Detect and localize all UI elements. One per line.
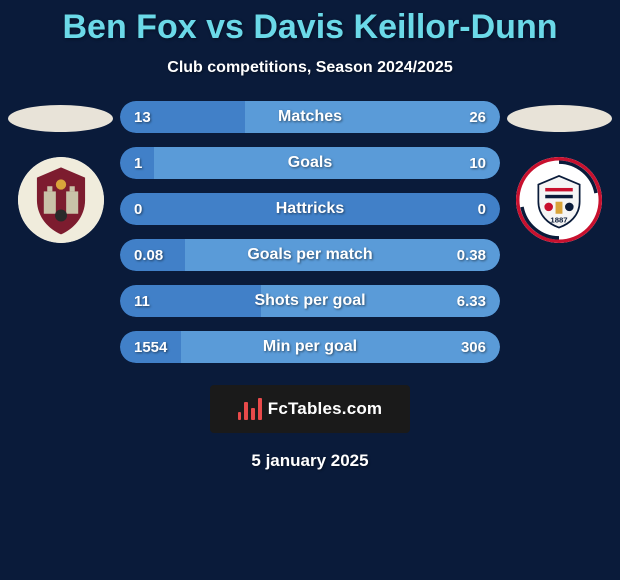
- stat-bars: 13Matches26 1Goals10 0Hattricks0 0.08Goals …: [120, 101, 500, 363]
- stat-value-right: 0: [478, 201, 486, 218]
- stat-row: 0Hattricks0: [120, 193, 500, 225]
- stat-row: 1Goals10: [120, 147, 500, 179]
- page-title: Ben Fox vs Davis Keillor-Dunn: [0, 8, 620, 47]
- stat-row: 13Matches26: [120, 101, 500, 133]
- stat-value-right: 306: [461, 339, 486, 356]
- stat-label: Matches: [120, 108, 500, 126]
- date-text: 5 january 2025: [0, 451, 620, 471]
- chart-bars-icon: [238, 398, 262, 420]
- club-crest-left: [18, 157, 104, 243]
- stat-value-right: 26: [469, 109, 486, 126]
- comparison-infographic: Ben Fox vs Davis Keillor-Dunn Club compe…: [0, 0, 620, 580]
- stat-value-right: 10: [469, 155, 486, 172]
- subtitle: Club competitions, Season 2024/2025: [0, 59, 620, 77]
- stat-row: 1554Min per goal306: [120, 331, 500, 363]
- club-crest-right: 1887: [516, 157, 602, 243]
- player-left-avatar-placeholder: [8, 105, 113, 132]
- stat-row: 11Shots per goal6.33: [120, 285, 500, 317]
- player-right-avatar-placeholder: [507, 105, 612, 132]
- brand-footer: FcTables.com: [210, 385, 410, 433]
- stat-value-right: 0.38: [457, 247, 486, 264]
- stat-row: 0.08Goals per match0.38: [120, 239, 500, 271]
- stat-label: Shots per goal: [120, 292, 500, 310]
- stat-label: Goals: [120, 154, 500, 172]
- stat-label: Min per goal: [120, 338, 500, 356]
- stat-label: Goals per match: [120, 246, 500, 264]
- content-area: 1887 13Matches26 1Goals10 0Hattricks0 0.08G…: [0, 101, 620, 471]
- stat-value-right: 6.33: [457, 293, 486, 310]
- brand-text: FcTables.com: [268, 399, 383, 419]
- stat-label: Hattricks: [120, 200, 500, 218]
- svg-text:1887: 1887: [550, 215, 567, 224]
